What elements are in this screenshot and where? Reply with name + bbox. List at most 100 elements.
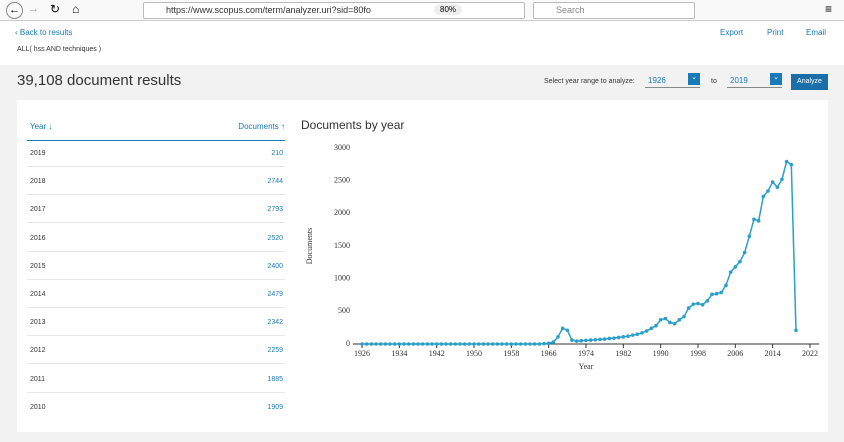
y-tick-label: 1500 xyxy=(334,241,350,250)
doc-count[interactable]: 2400 xyxy=(267,262,283,270)
year-cell: 2019 xyxy=(30,150,46,157)
year-cell: 2018 xyxy=(30,178,46,186)
doc-count[interactable]: 2342 xyxy=(267,319,283,327)
data-point xyxy=(425,342,430,346)
from-select[interactable]: 1926 ⌄ xyxy=(645,73,700,88)
data-point xyxy=(770,180,775,184)
data-point xyxy=(775,185,780,189)
doc-count[interactable]: 2479 xyxy=(267,291,283,298)
year-cell: 2017 xyxy=(30,206,46,214)
data-point xyxy=(630,333,635,337)
y-tick-label: 1000 xyxy=(334,273,350,282)
doc-count[interactable]: 1909 xyxy=(267,403,283,411)
url-bar[interactable]: https://www.scopus.com/term/analyzer.uri… xyxy=(143,2,525,19)
data-point xyxy=(686,306,691,310)
search-box[interactable]: Search xyxy=(533,2,695,19)
export-link[interactable]: Export xyxy=(720,28,744,37)
data-point xyxy=(626,334,630,338)
print-link[interactable]: Print xyxy=(767,28,784,37)
data-point xyxy=(402,342,406,346)
zoom[interactable]: 80% xyxy=(434,4,463,15)
data-point xyxy=(780,177,784,182)
data-point xyxy=(378,342,383,346)
data-point xyxy=(728,270,733,274)
documents-header[interactable]: Documents ↑ xyxy=(238,122,285,131)
data-point xyxy=(598,337,602,342)
data-point xyxy=(369,342,374,346)
doc-count[interactable]: 1885 xyxy=(267,375,283,383)
data-point xyxy=(360,342,364,346)
data-point xyxy=(551,340,556,344)
x-tick-label: 1934 xyxy=(391,349,407,358)
y-tick-label: 500 xyxy=(338,306,350,315)
row-divider xyxy=(27,222,285,224)
data-point xyxy=(621,335,626,339)
data-point xyxy=(761,194,766,199)
data-point xyxy=(504,342,509,346)
doc-count[interactable]: 2744 xyxy=(267,178,283,186)
back-text: Back to results xyxy=(19,28,73,37)
year-header[interactable]: Year ↓ xyxy=(30,122,53,131)
menu-button[interactable]: ≡ xyxy=(825,2,833,16)
header-bar: ‹ Back to results ALL( hss AND technique… xyxy=(0,21,844,65)
data-point xyxy=(560,326,565,331)
back-link[interactable]: ‹ Back to results xyxy=(15,28,73,37)
doc-count[interactable]: 210 xyxy=(271,150,283,157)
analyze-button[interactable]: Analyze xyxy=(791,74,828,90)
year-cell: 2011 xyxy=(30,375,46,383)
doc-count[interactable]: 2793 xyxy=(267,206,283,214)
row-divider xyxy=(27,335,285,337)
data-point xyxy=(448,342,453,346)
x-tick-label: 1998 xyxy=(690,349,706,358)
data-point xyxy=(509,342,514,346)
data-point xyxy=(481,342,486,346)
x-tick-label: 1958 xyxy=(503,349,519,358)
row-divider xyxy=(27,250,285,252)
x-tick-label: 2014 xyxy=(765,349,781,358)
data-point xyxy=(462,342,467,346)
y-tick-label: 2000 xyxy=(334,208,350,217)
data-point xyxy=(700,303,705,307)
data-point xyxy=(752,217,756,222)
data-point xyxy=(593,337,598,342)
data-point xyxy=(518,342,523,346)
data-point xyxy=(458,342,462,346)
data-point xyxy=(490,342,495,346)
data-point xyxy=(579,338,584,343)
x-tick-label: 2022 xyxy=(802,349,818,358)
data-point xyxy=(383,342,388,346)
reload-button[interactable]: ↻ xyxy=(50,2,61,16)
data-point xyxy=(677,318,682,322)
year-table: Year ↓ Documents ↑ 2019 210 2018 2744 2017 27… xyxy=(17,100,290,412)
data-point xyxy=(532,342,537,346)
year-cell: 2010 xyxy=(30,403,46,411)
data-point xyxy=(710,292,714,297)
data-point xyxy=(612,336,616,340)
data-point xyxy=(784,159,789,164)
forward-button[interactable]: → xyxy=(28,3,39,15)
content-card xyxy=(17,100,828,432)
email-link[interactable]: Email xyxy=(806,28,827,37)
data-point xyxy=(542,341,546,346)
data-point xyxy=(574,339,579,343)
data-point xyxy=(476,342,481,346)
back-button[interactable]: ← xyxy=(6,2,23,19)
doc-count[interactable]: 2259 xyxy=(267,347,283,355)
y-tick-label: 0 xyxy=(346,339,350,348)
data-point xyxy=(486,342,490,346)
home-button[interactable]: ⌂ xyxy=(72,2,80,16)
data-point xyxy=(644,329,649,333)
data-point xyxy=(602,337,607,341)
row-divider xyxy=(27,194,285,196)
data-point xyxy=(682,314,686,319)
x-tick-label: 1974 xyxy=(578,349,594,358)
data-point xyxy=(742,250,747,255)
to-label: to xyxy=(711,78,717,85)
x-tick-label: 1942 xyxy=(429,349,445,358)
to-select[interactable]: 2019 ⌄ xyxy=(727,73,782,88)
row-divider xyxy=(27,278,285,280)
header-text: Documents xyxy=(238,122,279,131)
doc-count[interactable]: 2520 xyxy=(267,234,283,242)
row-divider xyxy=(27,363,285,365)
